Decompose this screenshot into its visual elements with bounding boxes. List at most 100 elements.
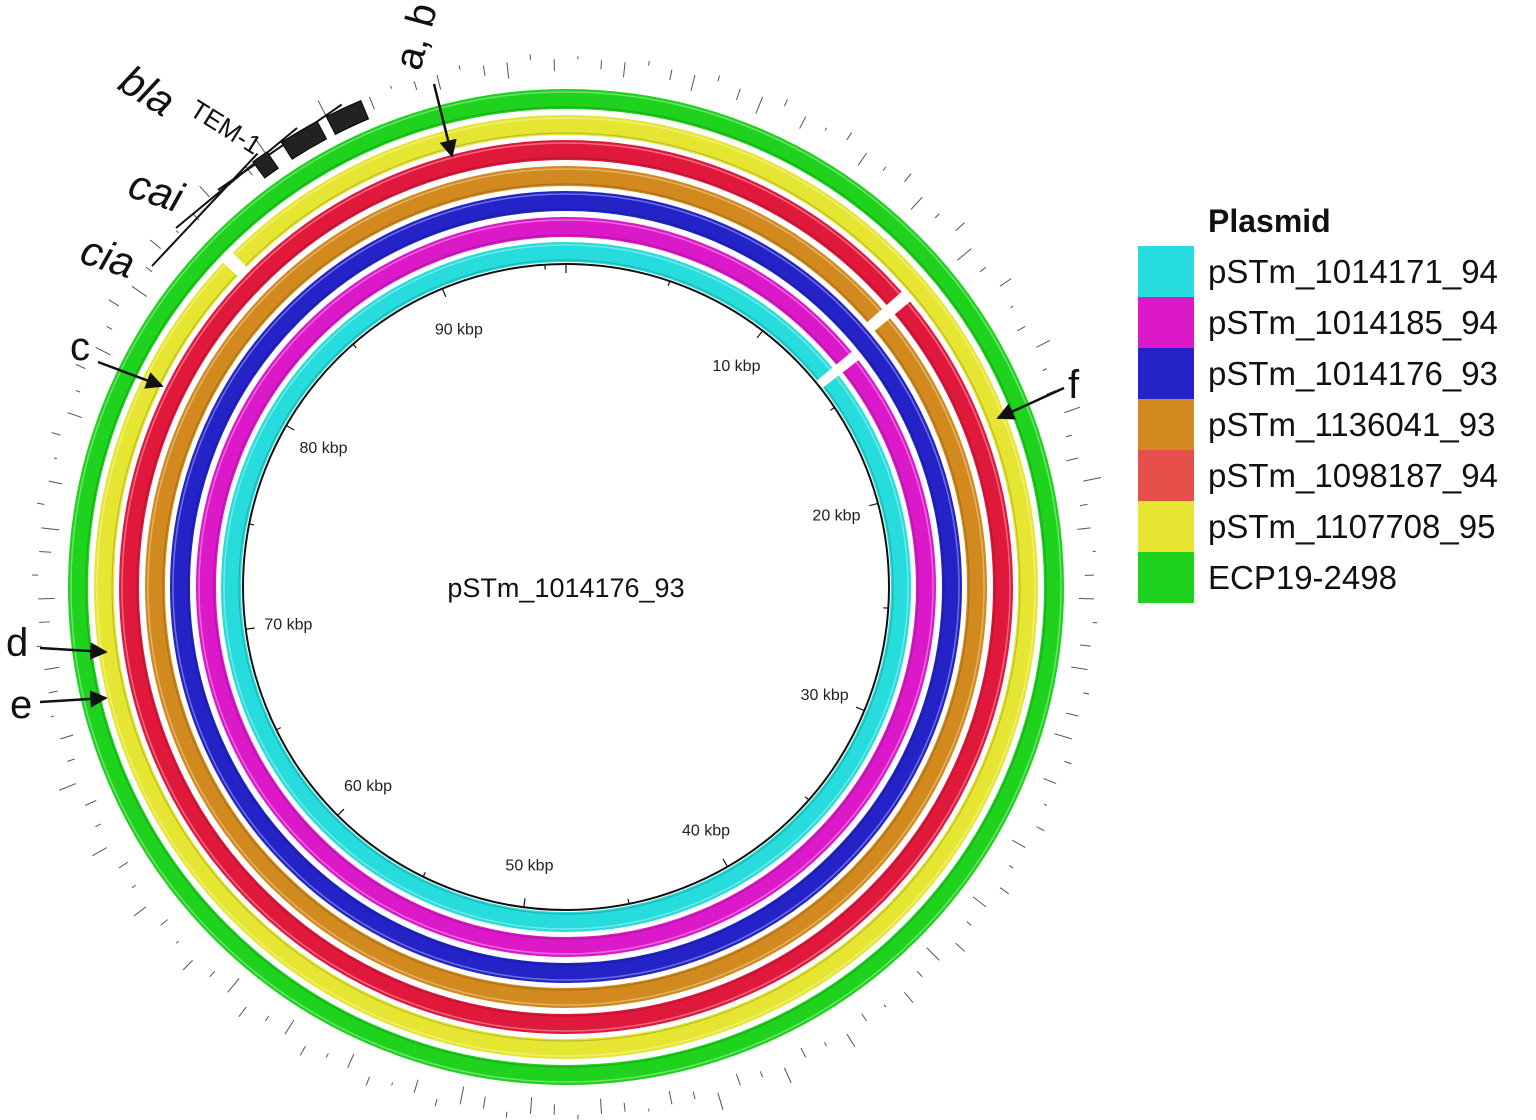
ring-gap: [866, 308, 891, 332]
ring-highlight: [198, 219, 934, 955]
ring-track: [94, 115, 1038, 1059]
kbp-tick-marks: 10 kbp 20 kbp 30 kbp 40 kbp 50 kbp 60 kbp 70 k…: [245, 264, 889, 908]
skew-mark: [133, 906, 147, 917]
skew-mark: [600, 1098, 603, 1114]
skew-mark: [434, 1098, 438, 1107]
marker-arrow: [39, 642, 108, 660]
ring-track: [119, 140, 1013, 1034]
legend-swatch: [1138, 297, 1194, 348]
legend-entry: pSTm_1136041_93: [1138, 399, 1533, 450]
skew-mark: [67, 758, 75, 762]
skew-mark: [529, 1097, 533, 1114]
skew-mark: [85, 799, 97, 806]
skew-mark: [857, 152, 868, 166]
tick-mark: [245, 627, 255, 630]
skew-mark: [1077, 527, 1091, 530]
skew-mark: [39, 621, 50, 624]
skew-mark: [1083, 692, 1090, 695]
legend-title: Plasmid: [1208, 203, 1331, 239]
tick-mark: [756, 330, 764, 339]
tick-mark: [830, 407, 835, 411]
legend-label: pSTm_1098187_94: [1208, 456, 1498, 494]
skew-mark: [192, 213, 200, 221]
skew-mark: [44, 666, 60, 671]
marker-arrow: [97, 360, 164, 389]
skew-mark: [108, 299, 120, 307]
ring-pSTm_1098187_94: [119, 140, 1013, 1034]
marker-label: d: [6, 621, 28, 665]
skew-mark: [668, 1090, 673, 1105]
ring-pSTm_1014176_93: [170, 191, 962, 983]
legend-swatch: [1138, 348, 1194, 399]
skew-mark: [955, 222, 965, 232]
skew-mark: [846, 1033, 856, 1048]
marker-label: e: [10, 683, 32, 727]
tick-mark: [285, 424, 295, 431]
skew-mark: [934, 213, 940, 219]
tick-label-30-kbp: 30 kbp: [801, 687, 849, 704]
legend-swatch: [1138, 450, 1194, 501]
skew-mark: [1065, 434, 1072, 438]
skew-mark: [53, 457, 58, 460]
ring-pSTm_1014171_94: [221, 242, 911, 932]
tick-mark: [722, 858, 729, 868]
skew-mark: [1042, 368, 1047, 371]
skew-mark: [48, 480, 63, 485]
ring-pSTm_1014185_94: [196, 217, 936, 957]
ring-highlight: [96, 117, 1036, 1057]
marker-label: f: [1068, 363, 1080, 407]
skew-mark: [926, 947, 940, 961]
skew-mark: [506, 62, 510, 79]
skew-mark: [325, 1053, 329, 1058]
skew-mark: [60, 734, 74, 740]
skew-mark: [227, 978, 240, 993]
legend-entries: pSTm_1014171_94 pSTm_1014185_94 pSTm_10141…: [1138, 246, 1533, 603]
region-markers: a, b c de f: [6, 0, 1080, 727]
ring-shade: [136, 157, 996, 1017]
marker-e: e: [10, 683, 108, 727]
skew-mark: [1071, 666, 1088, 671]
legend-entry: pSTm_1014176_93: [1138, 348, 1533, 399]
ring-track: [221, 242, 911, 932]
legend-label: ECP19-2498: [1208, 558, 1397, 596]
tick-label-60-kbp: 60 kbp: [344, 778, 392, 795]
ring-highlight: [70, 91, 1062, 1083]
skew-mark: [1043, 778, 1057, 785]
skew-mark: [131, 285, 148, 297]
ring-pSTm_1107708_95: [94, 115, 1038, 1059]
ring-highlight: [223, 244, 909, 930]
legend-label: pSTm_1107708_95: [1208, 507, 1496, 545]
ring-shade: [213, 234, 919, 940]
legend-entry: pSTm_1098187_94: [1138, 450, 1533, 501]
ring-gap: [222, 252, 248, 277]
skew-mark: [916, 970, 923, 978]
skew-mark: [459, 1086, 465, 1105]
skew-mark: [1064, 406, 1081, 414]
skew-mark: [717, 75, 721, 82]
ring-shade: [162, 183, 970, 991]
skew-mark: [799, 116, 807, 129]
skew-mark: [1066, 457, 1079, 462]
ring-gaps: [222, 252, 911, 389]
skew-mark: [95, 823, 102, 828]
skew-mark: [690, 74, 696, 92]
legend-label: pSTm_1014185_94: [1208, 303, 1498, 341]
skew-mark: [145, 266, 153, 273]
skew-mark: [669, 69, 673, 81]
marker-d: d: [6, 621, 108, 665]
tick-mark: [337, 808, 345, 816]
ring-highlight: [172, 193, 960, 981]
skew-mark: [957, 248, 972, 261]
tick-mark: [523, 898, 526, 908]
skew-mark: [39, 550, 52, 553]
skew-mark: [966, 921, 972, 926]
skew-mark: [648, 60, 650, 66]
marker-label: a, b: [386, 0, 446, 74]
skew-mark: [823, 1042, 828, 1047]
gene-block: [325, 99, 370, 136]
skew-mark: [800, 1047, 807, 1058]
skew-mark: [999, 887, 1009, 895]
skew-mark: [1064, 760, 1072, 765]
skew-mark: [692, 1091, 696, 1100]
skew-mark: [783, 1067, 792, 1083]
